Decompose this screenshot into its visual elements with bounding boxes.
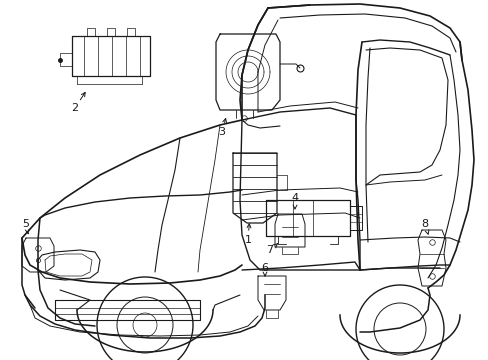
Text: 3: 3 (218, 127, 225, 137)
Text: 4: 4 (291, 193, 298, 203)
Text: 8: 8 (421, 219, 427, 229)
Text: 7: 7 (266, 245, 273, 255)
Text: 1: 1 (244, 235, 251, 245)
Text: 2: 2 (71, 103, 79, 113)
Text: 5: 5 (22, 219, 29, 229)
Text: 6: 6 (261, 263, 268, 273)
